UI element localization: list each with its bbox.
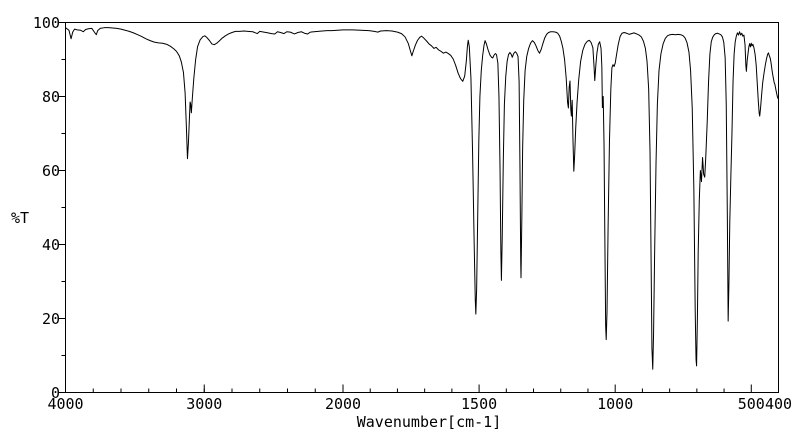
x-tick-label: 500 xyxy=(738,395,765,413)
y-tick-label: 20 xyxy=(42,310,60,328)
spectrum-curve xyxy=(65,27,779,370)
y-tick-label: 100 xyxy=(33,14,60,32)
y-tick-label: 60 xyxy=(42,162,60,180)
x-tick-label: 1500 xyxy=(461,395,497,413)
x-tick-label: 4000 xyxy=(47,395,83,413)
x-tick-label: 400 xyxy=(765,395,792,413)
y-tick-label: 80 xyxy=(42,88,60,106)
x-axis-title: Wavenumber[cm-1] xyxy=(356,413,502,431)
y-axis-title: %T xyxy=(11,209,30,227)
x-tick-label: 3000 xyxy=(186,395,222,413)
y-tick-label: 0 xyxy=(51,384,60,402)
y-tick-label: 40 xyxy=(42,236,60,254)
plot-border xyxy=(65,22,779,393)
x-tick-label: 1000 xyxy=(597,395,633,413)
x-tick-label: 2000 xyxy=(325,395,361,413)
